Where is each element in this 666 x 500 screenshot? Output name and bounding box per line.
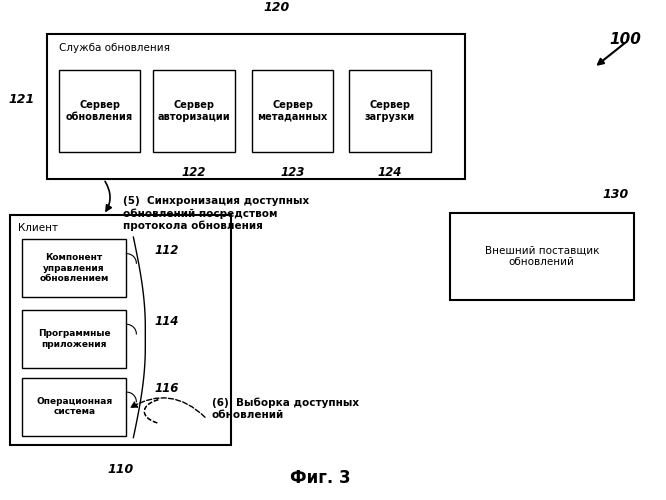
Text: 120: 120 [264, 2, 290, 15]
Text: Внешний поставщик
обновлений: Внешний поставщик обновлений [484, 246, 599, 268]
FancyBboxPatch shape [22, 310, 127, 368]
FancyBboxPatch shape [10, 215, 231, 446]
Text: Служба обновления: Служба обновления [59, 44, 170, 54]
Text: Сервер
загрузки: Сервер загрузки [365, 100, 415, 122]
Text: Компонент
управления
обновлением: Компонент управления обновлением [39, 253, 109, 283]
Text: Фиг. 3: Фиг. 3 [290, 469, 351, 487]
Text: Сервер
обновления: Сервер обновления [66, 100, 133, 122]
Text: 114: 114 [155, 314, 178, 328]
Text: 116: 116 [155, 382, 178, 396]
Text: (6)  Выборка доступных
обновлений: (6) Выборка доступных обновлений [212, 398, 359, 420]
FancyBboxPatch shape [47, 34, 465, 179]
FancyBboxPatch shape [22, 378, 127, 436]
Text: Программные
приложения: Программные приложения [38, 329, 111, 348]
Text: 110: 110 [107, 463, 134, 476]
Text: Сервер
авторизации: Сервер авторизации [158, 100, 230, 122]
Text: 121: 121 [9, 92, 35, 106]
Text: 124: 124 [378, 166, 402, 179]
FancyBboxPatch shape [22, 239, 127, 297]
FancyBboxPatch shape [59, 70, 141, 152]
FancyBboxPatch shape [252, 70, 334, 152]
Text: 112: 112 [155, 244, 178, 257]
Text: Операционная
система: Операционная система [36, 397, 113, 416]
FancyBboxPatch shape [450, 213, 634, 300]
Text: Сервер
метаданных: Сервер метаданных [258, 100, 328, 122]
Text: Клиент: Клиент [18, 222, 58, 232]
Text: 123: 123 [280, 166, 305, 179]
Text: 130: 130 [603, 188, 629, 202]
FancyBboxPatch shape [153, 70, 235, 152]
FancyBboxPatch shape [349, 70, 431, 152]
Text: 100: 100 [609, 32, 641, 47]
Text: (5)  Синхронизация доступных
обновлений посредством
протокола обновления: (5) Синхронизация доступных обновлений п… [123, 196, 310, 231]
Text: 122: 122 [182, 166, 206, 179]
